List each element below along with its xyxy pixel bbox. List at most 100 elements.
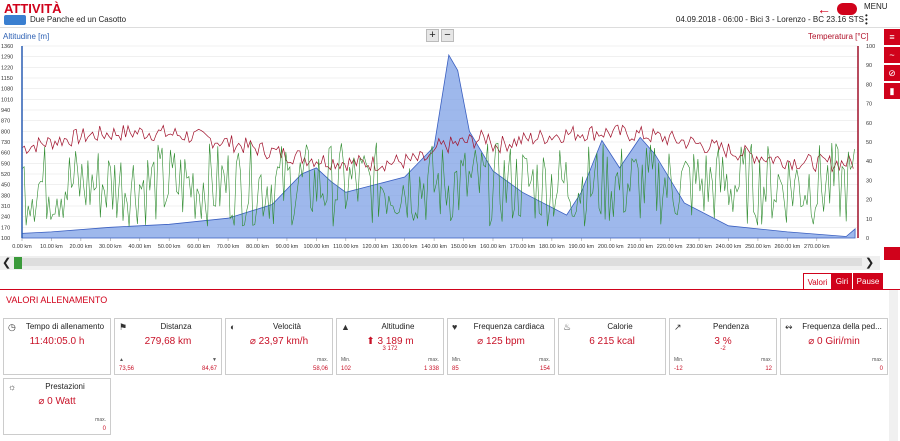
bulb-icon: ☼ <box>8 382 17 392</box>
navigator-handle[interactable] <box>14 257 22 269</box>
y-right-tick: 10 <box>866 217 872 223</box>
app-header: ATTIVITÀ Due Panche ed un Casotto 04.09.… <box>0 0 900 28</box>
mountain-icon: ▲ <box>341 322 350 332</box>
x-tick-label: 70.00 km <box>217 244 240 250</box>
card-cadence[interactable]: ↭ Frequenza della ped... ⌀ 0 Giri/min ma… <box>780 318 888 375</box>
y-right-tick: 0 <box>866 236 869 242</box>
x-tick-label: 80.00 km <box>246 244 269 250</box>
line-chart-icon[interactable]: ~ <box>884 47 900 63</box>
tab-giri[interactable]: Giri <box>832 273 852 290</box>
clock-icon: ◷ <box>8 322 16 332</box>
y-left-tick: 1080 <box>1 87 13 93</box>
navigator-track[interactable] <box>18 258 862 266</box>
list-toggle-icon[interactable] <box>884 247 900 260</box>
x-tick-label: 240.00 km <box>716 244 742 250</box>
y-left-tick: 590 <box>1 161 10 167</box>
tab-pause[interactable]: Pause <box>853 273 883 290</box>
y-left-tick: 520 <box>1 172 10 178</box>
y-right-tick: 20 <box>866 198 872 204</box>
x-tick-label: 110.00 km <box>333 244 359 250</box>
y-right-tick: 100 <box>866 44 875 50</box>
cloud-sync-icon[interactable] <box>837 3 857 15</box>
x-tick-label: 200.00 km <box>598 244 624 250</box>
y-left-tick: 1220 <box>1 65 13 71</box>
y-right-tick: 80 <box>866 82 872 88</box>
y-right-tick: 40 <box>866 159 872 165</box>
menu-dots-icon[interactable]: • • • <box>865 11 868 28</box>
x-tick-label: 20.00 km <box>70 244 93 250</box>
no-speed-icon[interactable]: ⊘ <box>884 65 900 81</box>
tab-divider <box>0 289 900 290</box>
x-tick-label: 170.00 km <box>510 244 536 250</box>
activity-chart[interactable]: 1360 1290 1220 1150 1080 1010 940 870 800 730 660 5… <box>0 42 880 256</box>
y-right-tick: 50 <box>866 140 872 146</box>
y-right-tick: 70 <box>866 102 872 108</box>
y-left-tick: 1360 <box>1 44 13 50</box>
card-calories[interactable]: ♨ Calorie 6 215 kcal <box>558 318 666 375</box>
x-tick-label: 260.00 km <box>775 244 801 250</box>
x-tick-label: 160.00 km <box>480 244 506 250</box>
card-speed[interactable]: ◐ Velocità ⌀ 23,97 km/h max. 58,06 <box>225 318 333 375</box>
x-tick-label: 10.00 km <box>40 244 63 250</box>
x-tick-label: 250.00 km <box>745 244 771 250</box>
x-tick-label: 60.00 km <box>187 244 210 250</box>
x-tick-label: 180.00 km <box>539 244 565 250</box>
flame-icon: ♨ <box>563 322 572 332</box>
back-arrow-icon[interactable]: ← <box>817 1 831 17</box>
x-tick-label: 0.00 km <box>12 244 32 250</box>
y-left-tick: 1290 <box>1 55 13 61</box>
x-tick-label: 190.00 km <box>568 244 594 250</box>
x-tick-label: 50.00 km <box>158 244 181 250</box>
page-scrollbar[interactable] <box>889 290 898 441</box>
y-left-tick: 100 <box>1 236 10 242</box>
y-left-tick: 450 <box>1 183 10 189</box>
activity-meta: 04.09.2018 - 06:00 - Bici 3 - Lorenzo - … <box>675 15 864 24</box>
card-training-time[interactable]: ◷ Tempo di allenamento 11:40:05.0 h <box>3 318 111 375</box>
tab-valori[interactable]: Valori <box>803 273 832 290</box>
x-tick-label: 130.00 km <box>392 244 418 250</box>
x-tick-label: 120.00 km <box>362 244 388 250</box>
y-right-tick: 30 <box>866 178 872 184</box>
y-left-tick: 240 <box>1 215 10 221</box>
card-altitude[interactable]: ▲ Altitudine ⬆ 3 189 m 3 172 Min. 102 ma… <box>336 318 444 375</box>
card-heart-rate[interactable]: ♥ Frequenza cardiaca ⌀ 125 bpm Min. 85 m… <box>447 318 555 375</box>
altitude-axis-select[interactable]: Altitudine [m] <box>3 32 50 41</box>
list-icon[interactable]: ≡ <box>884 29 900 45</box>
y-left-tick: 1010 <box>1 97 13 103</box>
zoom-in-button[interactable]: + <box>426 29 439 42</box>
downhill-icon: ▼ <box>212 357 217 363</box>
x-tick-label: 90.00 km <box>276 244 299 250</box>
card-power[interactable]: ☼ Prestazioni ⌀ 0 Watt max. 0 <box>3 378 111 435</box>
x-tick-label: 140.00 km <box>421 244 447 250</box>
x-tick-label: 40.00 km <box>128 244 151 250</box>
y-left-tick: 310 <box>1 204 10 210</box>
scroll-right-icon[interactable]: ❯ <box>865 257 875 269</box>
card-slope[interactable]: ↗ Pendenza 3 % -2 Min. -12 max. 12 <box>669 318 777 375</box>
uphill-icon: ▲ <box>119 357 124 363</box>
altitude-area <box>21 53 856 239</box>
x-tick-label: 210.00 km <box>627 244 653 250</box>
chart-type-toolbar: ≡ ~ ⊘ ▮ <box>884 29 900 101</box>
y-right-tick: 90 <box>866 63 872 69</box>
y-left-tick: 940 <box>1 108 10 114</box>
pedal-icon: ↭ <box>785 322 793 332</box>
y-right-tick: 60 <box>866 121 872 127</box>
bar-chart-icon[interactable]: ▮ <box>884 83 900 99</box>
temperature-line <box>21 124 854 173</box>
activity-name: Due Panche ed un Casotto <box>30 15 127 24</box>
y-left-tick: 660 <box>1 151 10 157</box>
menu-button[interactable]: MENU <box>864 2 888 11</box>
signpost-icon: ⚑ <box>119 322 128 332</box>
scroll-left-icon[interactable]: ❮ <box>2 257 12 269</box>
y-left-tick: 800 <box>1 129 10 135</box>
y-left-tick: 870 <box>1 119 10 125</box>
x-tick-label: 230.00 km <box>686 244 712 250</box>
speedometer-icon: ◐ <box>230 322 236 332</box>
chart-svg: 1360129012201150108010109408708007306605… <box>1 44 875 250</box>
zoom-out-button[interactable]: − <box>441 29 454 42</box>
bike-logo-icon <box>4 15 26 25</box>
chart-navigator[interactable]: ❮ ❯ <box>0 256 880 270</box>
heart-icon: ♥ <box>452 322 458 332</box>
card-distance[interactable]: ⚑ Distanza 279,68 km ▲ 73,56 ▼ 84,67 <box>114 318 222 375</box>
temperature-axis-select[interactable]: Temperatura [°C] <box>808 32 869 41</box>
